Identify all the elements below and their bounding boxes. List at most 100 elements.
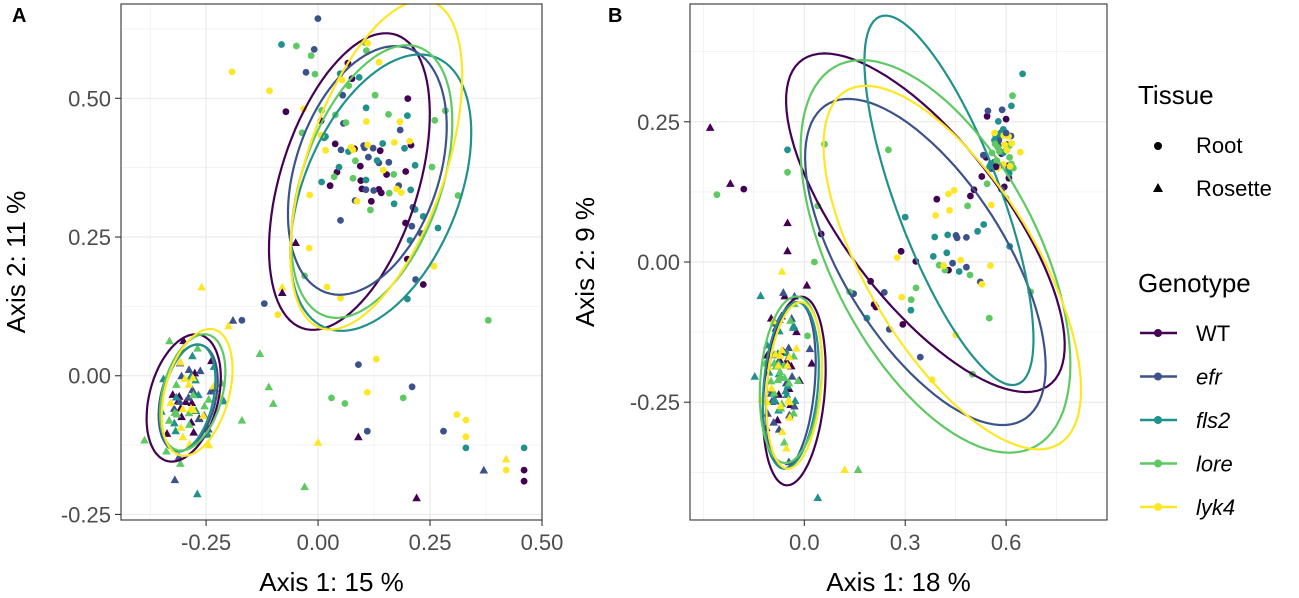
data-point xyxy=(412,493,421,502)
ellipse-WT xyxy=(267,32,431,331)
data-point xyxy=(1002,129,1010,137)
data-point xyxy=(293,42,300,50)
data-point xyxy=(184,392,193,401)
data-point xyxy=(176,459,185,467)
x-tick-label: 0.50 xyxy=(521,530,564,555)
data-point xyxy=(946,207,953,214)
data-point xyxy=(354,432,363,441)
data-point xyxy=(907,296,915,304)
data-point xyxy=(1006,154,1013,161)
legend-rosette-marker xyxy=(1153,183,1163,192)
data-point xyxy=(363,389,371,396)
data-point xyxy=(783,246,792,255)
data-point xyxy=(177,412,186,421)
data-point xyxy=(430,262,438,270)
y-tick-label: -0.25 xyxy=(630,390,680,415)
data-point xyxy=(949,259,956,267)
data-point xyxy=(893,254,901,261)
data-point xyxy=(462,416,470,424)
data-point xyxy=(785,413,795,421)
data-point xyxy=(404,112,411,119)
data-point xyxy=(898,293,906,301)
data-point xyxy=(197,282,206,291)
data-point xyxy=(406,137,414,145)
data-point xyxy=(184,408,194,417)
data-point xyxy=(199,411,208,419)
x-tick-label: 0.00 xyxy=(297,530,340,555)
data-point xyxy=(766,376,776,385)
data-point xyxy=(963,263,970,271)
data-point xyxy=(807,358,817,367)
data-point xyxy=(367,197,375,205)
data-point xyxy=(784,343,793,352)
data-point xyxy=(365,153,372,161)
data-point xyxy=(339,91,347,99)
data-point xyxy=(401,144,408,152)
data-point xyxy=(260,300,268,307)
panel-b: B 0.0 0.3 0.6 -0.25 0.00 0.25 Axis 1: 18 % Axis… xyxy=(570,3,1108,597)
legend-genotype-marker xyxy=(1154,416,1162,424)
data-point xyxy=(166,398,175,407)
legend-root-marker xyxy=(1154,142,1162,150)
data-point xyxy=(376,147,384,155)
data-point xyxy=(462,433,470,441)
legend-tissue-title: Tissue xyxy=(1138,80,1214,110)
data-point xyxy=(172,409,182,418)
ellipse-lyk4 xyxy=(289,4,464,331)
data-point xyxy=(314,15,322,22)
data-point xyxy=(897,247,905,255)
ellipse-lyk4 xyxy=(765,301,824,470)
data-point xyxy=(950,187,958,194)
data-point xyxy=(399,394,407,402)
ellipses-b xyxy=(758,14,1083,487)
data-point xyxy=(408,383,416,391)
data-point xyxy=(277,282,287,291)
legend-genotype-marker xyxy=(1154,503,1162,511)
data-point xyxy=(171,426,180,435)
data-point xyxy=(813,493,823,502)
data-point xyxy=(264,382,274,391)
data-point xyxy=(1009,92,1016,100)
data-point xyxy=(277,288,287,296)
data-point xyxy=(364,39,371,47)
data-point xyxy=(966,271,974,279)
data-point xyxy=(767,383,776,392)
data-point xyxy=(520,444,528,452)
data-point xyxy=(750,371,760,380)
data-point xyxy=(162,446,171,455)
data-point xyxy=(787,372,797,380)
y-axis-title: Axis 2: 11 % xyxy=(1,191,31,334)
data-point xyxy=(342,119,350,126)
data-point xyxy=(228,68,236,76)
legend-genotype-marker xyxy=(1154,329,1162,337)
data-point xyxy=(373,157,381,164)
x-tick-label: -0.25 xyxy=(181,530,231,555)
y-tick-label: 0.50 xyxy=(68,86,111,111)
data-point xyxy=(940,262,948,270)
data-point xyxy=(978,280,986,288)
data-point xyxy=(178,432,188,441)
data-point xyxy=(1003,146,1011,154)
data-point xyxy=(933,195,941,203)
data-point xyxy=(804,332,811,340)
data-point xyxy=(419,281,427,288)
data-point xyxy=(998,106,1006,114)
data-point xyxy=(184,365,194,374)
legend-tissue-rosette-label: Rosette xyxy=(1196,176,1272,201)
data-point xyxy=(193,343,202,352)
data-point xyxy=(408,222,416,230)
data-point xyxy=(792,343,801,352)
ellipse-lore xyxy=(290,44,454,320)
legend-genotype-marker xyxy=(1154,372,1162,381)
legend-tissue-root-label: Root xyxy=(1196,133,1242,158)
data-point xyxy=(713,191,721,199)
data-point xyxy=(396,126,404,134)
data-point xyxy=(783,218,792,227)
y-tick-label: 0.25 xyxy=(637,110,680,135)
data-point xyxy=(362,186,370,194)
data-point xyxy=(390,200,398,208)
y-tick-label: 0.00 xyxy=(68,364,111,389)
data-point xyxy=(367,206,374,214)
data-point xyxy=(323,283,331,291)
ellipse-fls2 xyxy=(289,53,473,332)
